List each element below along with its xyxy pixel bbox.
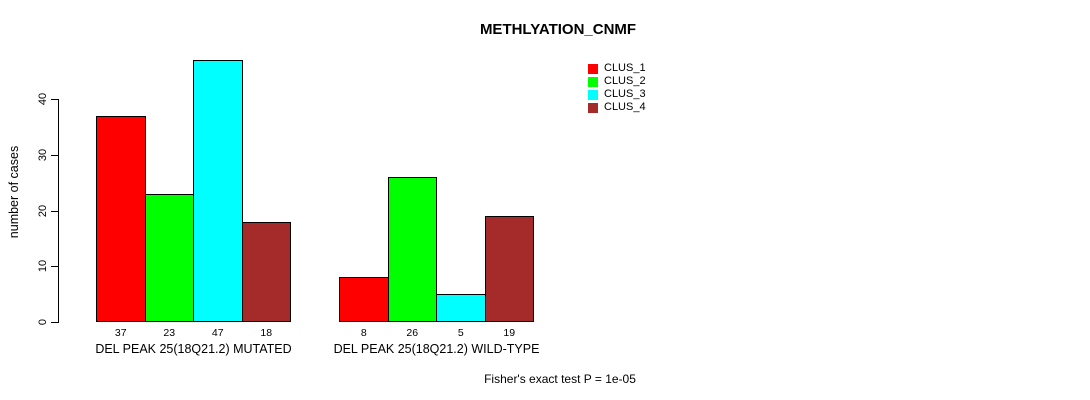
y-tick-label: 20: [37, 204, 49, 217]
bar-value-label: 18: [260, 327, 273, 339]
legend-item-clus-3: CLUS_3: [588, 88, 646, 101]
legend-item-clus-2: CLUS_2: [588, 75, 646, 88]
bar-value-label: 37: [114, 327, 127, 339]
y-tick-mark: [51, 154, 58, 156]
legend-label-clus-3: CLUS_3: [604, 88, 646, 100]
bar-clus-2-wild-type: [387, 177, 437, 322]
legend: CLUS_1 CLUS_2 CLUS_3 CLUS_4: [588, 62, 646, 114]
y-tick-mark: [51, 322, 58, 323]
bar-clus-1-mutated: [96, 115, 146, 322]
bar-value-label: 47: [211, 327, 224, 339]
y-tick-mark: [51, 210, 58, 212]
bar-clus-4-mutated: [241, 221, 291, 322]
bar-clus-3-mutated: [193, 59, 243, 322]
legend-label-clus-1: CLUS_1: [604, 62, 646, 74]
y-tick-label: 0: [37, 318, 49, 326]
legend-swatch-clus-4: [588, 102, 598, 113]
y-tick-mark: [51, 99, 58, 100]
legend-item-clus-1: CLUS_1: [588, 62, 646, 75]
legend-swatch-clus-1: [588, 63, 598, 74]
category-label-mutated: DEL PEAK 25(18Q21.2) MUTATED: [95, 342, 292, 356]
bar-value-label: 19: [503, 327, 516, 339]
fisher-test-annotation: Fisher's exact test P = 1e-05: [484, 372, 636, 386]
legend-label-clus-4: CLUS_4: [604, 101, 646, 113]
bar-clus-4-wild-type: [484, 216, 534, 322]
bar-value-label: 5: [457, 327, 464, 339]
legend-swatch-clus-2: [588, 76, 598, 87]
y-tick-label: 10: [37, 260, 49, 273]
y-tick-mark: [51, 266, 58, 268]
y-axis-line: [58, 99, 59, 323]
legend-item-clus-4: CLUS_4: [588, 101, 646, 114]
bar-clus-3-wild-type: [436, 294, 486, 322]
bar-clus-2-mutated: [144, 193, 194, 322]
chart-title: METHLYATION_CNMF: [479, 21, 637, 38]
category-label-wild-type: DEL PEAK 25(18Q21.2) WILD-TYPE: [333, 342, 540, 356]
y-tick-label: 40: [37, 92, 49, 106]
y-tick-label: 30: [37, 148, 49, 161]
legend-swatch-clus-3: [588, 89, 598, 100]
bar-value-label: 26: [406, 327, 419, 339]
bar-clus-1-wild-type: [339, 277, 389, 322]
legend-label-clus-2: CLUS_2: [604, 75, 646, 87]
y-axis-title: number of cases: [7, 145, 21, 239]
bar-value-label: 8: [360, 327, 367, 339]
bar-value-label: 23: [163, 327, 176, 339]
